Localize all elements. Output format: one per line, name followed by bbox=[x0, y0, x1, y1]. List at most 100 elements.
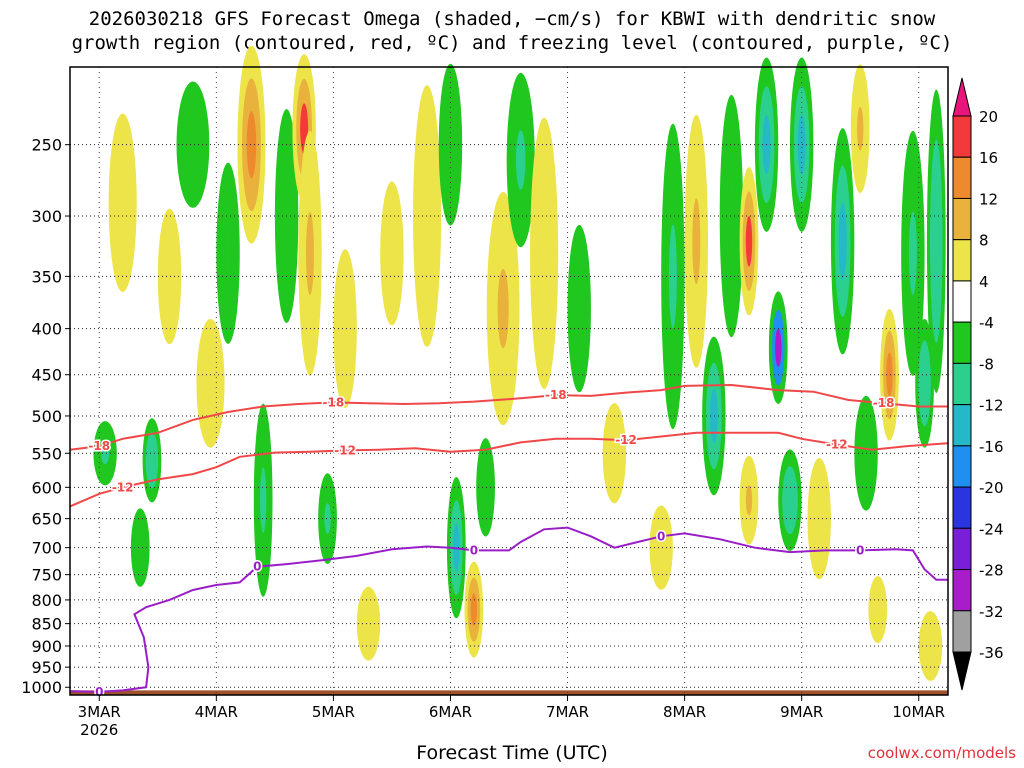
x-tick-label-5: 8MAR bbox=[663, 703, 706, 721]
colorbar-band-12 bbox=[952, 569, 972, 612]
omega-region-39-band-2 bbox=[838, 202, 847, 280]
y-tick-label-13: 900 bbox=[31, 637, 62, 656]
colorbar-band-2 bbox=[952, 156, 972, 199]
omega-region-38-band-2 bbox=[815, 498, 824, 540]
omega-region-45-band-2 bbox=[921, 361, 928, 406]
omega-region-17-band-2 bbox=[422, 171, 432, 261]
y-tick-label-3: 400 bbox=[31, 320, 62, 339]
omega-region-5-band-2 bbox=[187, 123, 199, 167]
y-tick-label-5: 500 bbox=[31, 407, 62, 426]
colorbar-band-13 bbox=[952, 610, 972, 653]
omega-region-30-band-2 bbox=[709, 388, 718, 443]
y-tick-label-0: 250 bbox=[31, 136, 62, 155]
contour-minus12-label-3: -12 bbox=[826, 438, 848, 452]
colorbar-label-8: -16 bbox=[979, 438, 1004, 456]
y-tick-label-1: 300 bbox=[31, 207, 62, 226]
colorbar-band-4 bbox=[952, 239, 972, 282]
omega-region-22-band-2 bbox=[497, 268, 509, 349]
omega-region-31-band-2 bbox=[727, 174, 736, 258]
chart-title-line-2: growth region (contoured, red, ºC) and f… bbox=[71, 32, 953, 54]
colorbar-label-0: 20 bbox=[979, 108, 998, 126]
colorbar-label-13: -36 bbox=[979, 644, 1004, 662]
plot-frame bbox=[69, 66, 949, 696]
contour-freezing-label-2: 0 bbox=[470, 543, 478, 557]
x-year-label: 2026 bbox=[80, 721, 118, 739]
omega-region-47-band-2 bbox=[933, 189, 940, 293]
omega-region-16-band-2 bbox=[387, 228, 396, 278]
y-tick-label-4: 450 bbox=[31, 366, 62, 385]
y-tick-label-11: 800 bbox=[31, 591, 62, 610]
colorbar-band-10 bbox=[952, 486, 972, 529]
omega-region-20-band-2 bbox=[470, 593, 478, 626]
colorbar-label-11: -28 bbox=[979, 562, 1004, 580]
y-tick-label-8: 650 bbox=[31, 510, 62, 529]
colorbar-label-7: -12 bbox=[979, 397, 1004, 415]
omega-region-40-band-2 bbox=[857, 106, 864, 151]
x-tick-label-4: 7MAR bbox=[546, 703, 589, 721]
colorbar-band-11 bbox=[952, 527, 972, 571]
contour-freezing bbox=[69, 526, 948, 693]
colorbar-label-4: 4 bbox=[979, 273, 989, 291]
omega-region-8-band-2 bbox=[246, 111, 257, 179]
omega-region-35-band-2 bbox=[775, 328, 782, 367]
contour-minus18-label-2: -18 bbox=[545, 388, 567, 402]
contour-minus12-label-0: -12 bbox=[112, 480, 134, 494]
colorbar-band-1 bbox=[952, 115, 972, 158]
contour-minus12 bbox=[69, 431, 949, 508]
contour-minus18-label-0: -18 bbox=[88, 439, 110, 453]
y-tick-label-2: 350 bbox=[31, 267, 62, 286]
ground-layer bbox=[70, 690, 948, 695]
colorbar-label-12: -32 bbox=[979, 603, 1004, 621]
colorbar-label-1: 16 bbox=[979, 149, 998, 167]
x-tick-label-0: 3MAR bbox=[78, 703, 121, 721]
omega-region-25-band-2 bbox=[575, 280, 584, 337]
colorbar-label-6: -8 bbox=[979, 355, 994, 373]
omega-region-33-band-2 bbox=[745, 485, 753, 516]
omega-region-37-band-2 bbox=[797, 115, 806, 175]
omega-region-7-band-2 bbox=[224, 222, 233, 285]
contour-freezing-label-3: 0 bbox=[657, 529, 665, 543]
y-tick-label-10: 750 bbox=[31, 566, 62, 585]
colorbar-label-2: 12 bbox=[979, 190, 998, 208]
x-tick-label-2: 5MAR bbox=[312, 703, 355, 721]
omega-region-36-band-2 bbox=[785, 482, 794, 518]
colorbar-label-3: 8 bbox=[979, 232, 989, 250]
y-tick-label-15: 1000 bbox=[21, 678, 62, 697]
omega-region-4-band-2 bbox=[165, 253, 174, 300]
omega-region-9-band-2 bbox=[259, 467, 267, 533]
x-tick-label-1: 4MAR bbox=[195, 703, 238, 721]
omega-region-0-band-2 bbox=[101, 442, 110, 465]
colorbar-band-6 bbox=[952, 321, 972, 364]
x-axis-title: Forecast Time (UTC) bbox=[416, 742, 608, 764]
source-watermark: coolwx.com/models bbox=[867, 744, 1016, 762]
omega-region-14-band-2 bbox=[341, 301, 350, 356]
omega-region-43-band-2 bbox=[886, 352, 893, 398]
y-tick-label-12: 850 bbox=[31, 615, 62, 634]
contour-minus18-label-3: -18 bbox=[873, 396, 895, 410]
omega-region-6-band-2 bbox=[205, 361, 216, 406]
omega-region-12-band-2 bbox=[306, 211, 314, 295]
contour-minus18 bbox=[69, 383, 948, 451]
omega-region-29-band-2 bbox=[692, 198, 701, 285]
omega-region-3-band-2 bbox=[148, 446, 156, 475]
colorbar-label-10: -24 bbox=[979, 520, 1004, 538]
colorbar-band-7 bbox=[952, 362, 972, 406]
omega-region-24-band-2 bbox=[539, 207, 549, 300]
omega-region-15-band-2 bbox=[364, 611, 373, 637]
contour-minus12-label-1: -12 bbox=[334, 443, 356, 457]
colorbar-band-3 bbox=[952, 197, 972, 241]
x-tick-label-3: 6MAR bbox=[429, 703, 472, 721]
colorbar-label-5: -4 bbox=[979, 314, 994, 332]
omega-region-32-band-2 bbox=[745, 216, 753, 267]
colorbar-arrow-top bbox=[952, 77, 972, 117]
colorbar-band-8 bbox=[952, 404, 972, 447]
chart-title-line-1: 2026030218 GFS Forecast Omega (shaded, −… bbox=[88, 8, 936, 30]
colorbar-arrow-bottom bbox=[952, 651, 972, 691]
colorbar-label-9: -20 bbox=[979, 479, 1004, 497]
colorbar-band-9 bbox=[952, 445, 972, 488]
contour-freezing-label-4: 0 bbox=[856, 543, 864, 557]
omega-region-42-band-2 bbox=[874, 598, 881, 621]
omega-region-2-band-2 bbox=[137, 534, 144, 562]
omega-region-27-band-2 bbox=[657, 533, 666, 562]
